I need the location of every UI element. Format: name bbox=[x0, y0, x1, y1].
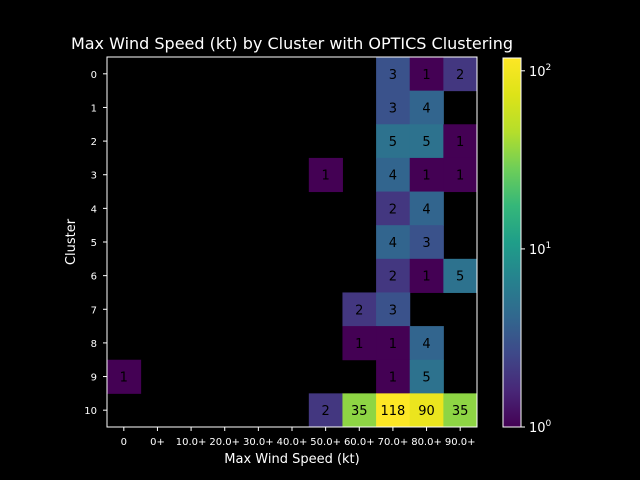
x-tick-label: 80.0+ bbox=[411, 437, 442, 448]
x-axis-ticks: 0 0+ 10.0+ 20.0+ 30.0+ 40.0+ 50.0+ 60.0+ 70.0+ 80… bbox=[121, 427, 476, 448]
x-tick-label: 60.0+ bbox=[344, 437, 375, 448]
x-tick-label: 0+ bbox=[150, 437, 165, 448]
colorbar: 100 101 102 bbox=[502, 57, 552, 436]
cell-value-label: 118 bbox=[380, 404, 405, 419]
cell-value-label: 2 bbox=[389, 202, 397, 217]
cell-value-label: 1 bbox=[456, 135, 464, 150]
y-tick-label: 8 bbox=[91, 339, 97, 350]
y-tick-label: 9 bbox=[91, 373, 97, 384]
y-tick-label: 2 bbox=[91, 137, 97, 148]
cell-value-label: 35 bbox=[452, 404, 469, 419]
heatmap-cell bbox=[443, 157, 478, 193]
heatmap-cell bbox=[376, 393, 411, 428]
cell-value-label: 4 bbox=[422, 202, 430, 217]
heatmap-cell bbox=[443, 57, 478, 92]
colorbar-tick-label: 100 bbox=[529, 419, 552, 436]
heatmap-cell bbox=[409, 124, 444, 159]
heatmap-cell bbox=[376, 90, 411, 125]
heatmap-cell bbox=[376, 292, 411, 327]
heatmap-cell bbox=[342, 292, 377, 327]
cell-value-label: 4 bbox=[422, 101, 430, 116]
y-axis-label: Cluster bbox=[64, 218, 79, 265]
cell-value-label: 3 bbox=[389, 101, 397, 116]
cell-value-label: 5 bbox=[456, 270, 464, 285]
cell-value-label: 1 bbox=[422, 169, 430, 184]
y-tick-label: 10 bbox=[84, 406, 97, 417]
y-tick-label: 3 bbox=[91, 171, 97, 182]
y-tick-label: 0 bbox=[91, 70, 97, 81]
heatmap-cell bbox=[376, 326, 411, 361]
heatmap-cell bbox=[342, 393, 377, 428]
y-tick-label: 7 bbox=[91, 305, 97, 316]
cell-value-label: 35 bbox=[351, 404, 368, 419]
cell-value-label: 3 bbox=[389, 303, 397, 318]
heatmap-cell bbox=[443, 258, 478, 293]
heatmap-cell bbox=[376, 258, 411, 293]
cell-value-label: 1 bbox=[422, 270, 430, 285]
x-tick-label: 0 bbox=[121, 437, 127, 448]
heatmap-cell bbox=[376, 124, 411, 159]
x-tick-label: 40.0+ bbox=[277, 437, 308, 448]
y-tick-label: 6 bbox=[91, 272, 97, 283]
heatmap-cell bbox=[308, 393, 343, 428]
heatmap-cell bbox=[409, 359, 444, 394]
heatmap-cell bbox=[409, 191, 444, 226]
cell-value-label: 3 bbox=[389, 68, 397, 83]
x-tick-label: 90.0+ bbox=[445, 437, 476, 448]
heatmap-cell bbox=[409, 57, 444, 92]
cell-value-label: 1 bbox=[389, 371, 397, 386]
y-tick-label: 4 bbox=[91, 204, 97, 215]
cell-value-label: 2 bbox=[456, 68, 464, 83]
colorbar-tick-label: 101 bbox=[529, 241, 551, 258]
heatmap-cell bbox=[376, 157, 411, 193]
cell-value-label: 4 bbox=[389, 236, 397, 251]
heatmap-cell bbox=[376, 57, 411, 92]
heatmap-cell bbox=[342, 326, 377, 361]
x-tick-label: 10.0+ bbox=[176, 437, 207, 448]
cell-value-label: 2 bbox=[355, 303, 363, 318]
heatmap-cell bbox=[409, 326, 444, 361]
cell-value-label: 4 bbox=[422, 337, 430, 352]
chart-title: Max Wind Speed (kt) by Cluster with OPTI… bbox=[71, 34, 513, 53]
heatmap-cell bbox=[308, 157, 343, 193]
x-tick-label: 20.0+ bbox=[209, 437, 240, 448]
cell-value-label: 1 bbox=[422, 68, 430, 83]
cell-value-label: 2 bbox=[321, 404, 329, 419]
heatmap-cell bbox=[409, 225, 444, 260]
colorbar-tick-label: 102 bbox=[529, 63, 551, 80]
x-tick-label: 50.0+ bbox=[310, 437, 341, 448]
heatmap-cell bbox=[409, 157, 444, 193]
heatmap-cell bbox=[443, 393, 478, 428]
cell-value-label: 5 bbox=[389, 135, 397, 150]
x-tick-label: 70.0+ bbox=[378, 437, 409, 448]
x-axis-label: Max Wind Speed (kt) bbox=[224, 452, 359, 467]
cell-value-label: 1 bbox=[456, 169, 464, 184]
heatmap-cell bbox=[409, 393, 444, 428]
cell-value-label: 5 bbox=[422, 135, 430, 150]
heatmap-cell bbox=[107, 359, 142, 394]
heatmap-cell bbox=[409, 90, 444, 125]
heatmap-cell bbox=[376, 359, 411, 394]
y-axis-ticks: 0 1 2 3 4 5 6 7 8 9 10 bbox=[84, 70, 107, 417]
cell-value-label: 4 bbox=[389, 169, 397, 184]
heatmap-cells: 3 1 2 3 4 5 5 1 1 4 1 1 2 4 4 3 2 1 5 2 3 1 1 4 1 1 5 2 35 118 90 35 bbox=[107, 57, 478, 428]
cell-value-label: 1 bbox=[120, 371, 128, 386]
y-tick-label: 5 bbox=[91, 238, 97, 249]
colorbar-ticks: 100 101 102 bbox=[521, 63, 552, 436]
cell-value-label: 1 bbox=[321, 169, 329, 184]
x-tick-label: 30.0+ bbox=[243, 437, 274, 448]
cell-value-label: 3 bbox=[422, 236, 430, 251]
heatmap-cell bbox=[376, 191, 411, 226]
cell-value-label: 90 bbox=[418, 404, 435, 419]
cell-value-label: 1 bbox=[389, 337, 397, 352]
y-tick-label: 1 bbox=[91, 103, 97, 114]
colorbar-gradient bbox=[502, 57, 522, 428]
heatmap-cell bbox=[409, 258, 444, 293]
cell-value-label: 5 bbox=[422, 371, 430, 386]
heatmap-cell bbox=[443, 124, 478, 159]
heatmap-cell bbox=[376, 225, 411, 260]
cell-value-label: 1 bbox=[355, 337, 363, 352]
cell-value-label: 2 bbox=[389, 270, 397, 285]
